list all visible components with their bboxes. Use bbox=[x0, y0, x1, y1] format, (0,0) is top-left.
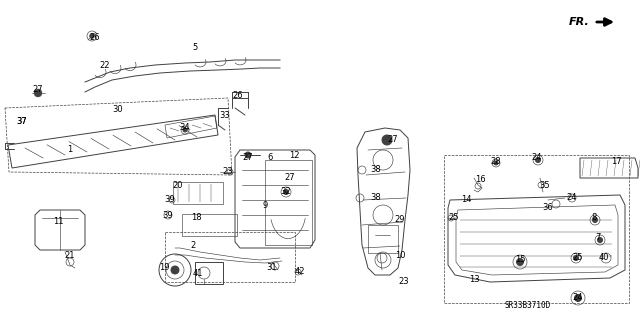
Text: 38: 38 bbox=[371, 166, 381, 174]
Circle shape bbox=[90, 33, 95, 39]
Text: 30: 30 bbox=[113, 106, 124, 115]
Text: 15: 15 bbox=[515, 256, 525, 264]
Text: SR33B3710D: SR33B3710D bbox=[505, 300, 551, 309]
Text: 22: 22 bbox=[100, 61, 110, 70]
Circle shape bbox=[494, 161, 498, 165]
Text: 33: 33 bbox=[220, 110, 230, 120]
Circle shape bbox=[284, 189, 289, 195]
Text: 34: 34 bbox=[180, 123, 190, 132]
Bar bbox=[444, 155, 629, 303]
Circle shape bbox=[575, 294, 582, 301]
Bar bbox=[182, 214, 237, 236]
Text: FR.: FR. bbox=[569, 17, 590, 27]
Text: 12: 12 bbox=[289, 151, 300, 160]
Text: 40: 40 bbox=[599, 254, 609, 263]
Text: 2: 2 bbox=[190, 241, 196, 249]
Text: 31: 31 bbox=[267, 263, 277, 272]
Text: 24: 24 bbox=[532, 153, 542, 162]
Text: 23: 23 bbox=[223, 167, 234, 176]
Text: 10: 10 bbox=[395, 250, 405, 259]
Text: 42: 42 bbox=[295, 268, 305, 277]
Text: 7: 7 bbox=[595, 234, 601, 242]
Text: 17: 17 bbox=[611, 158, 621, 167]
Text: 18: 18 bbox=[191, 213, 202, 222]
Circle shape bbox=[245, 152, 251, 158]
Text: 24: 24 bbox=[567, 194, 577, 203]
Bar bbox=[368, 225, 398, 253]
Text: 23: 23 bbox=[399, 278, 410, 286]
Circle shape bbox=[382, 135, 392, 145]
Text: 16: 16 bbox=[475, 175, 485, 184]
Text: 13: 13 bbox=[468, 276, 479, 285]
Text: 6: 6 bbox=[268, 152, 273, 161]
Bar bbox=[195, 262, 223, 284]
Text: 24: 24 bbox=[573, 293, 583, 302]
Circle shape bbox=[536, 158, 541, 162]
Text: 21: 21 bbox=[65, 250, 76, 259]
Text: 8: 8 bbox=[591, 213, 596, 222]
Bar bbox=[165, 232, 295, 282]
Text: 25: 25 bbox=[573, 254, 583, 263]
Text: 26: 26 bbox=[233, 91, 243, 100]
Text: 32: 32 bbox=[281, 188, 291, 197]
Text: 27: 27 bbox=[243, 152, 253, 161]
Text: 37: 37 bbox=[17, 117, 28, 127]
Text: 25: 25 bbox=[449, 213, 460, 222]
Text: 26: 26 bbox=[90, 33, 100, 42]
Text: 1: 1 bbox=[67, 145, 72, 154]
Circle shape bbox=[598, 238, 602, 242]
Text: 27: 27 bbox=[33, 85, 44, 94]
Text: 11: 11 bbox=[52, 218, 63, 226]
Circle shape bbox=[171, 266, 179, 274]
Text: 20: 20 bbox=[173, 181, 183, 189]
Text: 9: 9 bbox=[262, 201, 268, 210]
Text: 28: 28 bbox=[491, 158, 501, 167]
Text: 39: 39 bbox=[164, 196, 175, 204]
Text: 27: 27 bbox=[285, 174, 295, 182]
Circle shape bbox=[593, 218, 598, 222]
Text: 37: 37 bbox=[17, 117, 28, 127]
Text: 39: 39 bbox=[163, 211, 173, 219]
Bar bbox=[173, 182, 223, 204]
Text: 36: 36 bbox=[543, 204, 554, 212]
Text: 41: 41 bbox=[193, 270, 204, 278]
Text: 5: 5 bbox=[193, 43, 198, 53]
Circle shape bbox=[516, 258, 524, 265]
Circle shape bbox=[183, 128, 187, 132]
Text: 27: 27 bbox=[388, 136, 398, 145]
Text: 19: 19 bbox=[159, 263, 169, 272]
Text: 14: 14 bbox=[461, 196, 471, 204]
Text: 38: 38 bbox=[371, 194, 381, 203]
Text: 29: 29 bbox=[395, 216, 405, 225]
Circle shape bbox=[573, 256, 579, 261]
Circle shape bbox=[34, 89, 42, 97]
Text: 35: 35 bbox=[540, 182, 550, 190]
